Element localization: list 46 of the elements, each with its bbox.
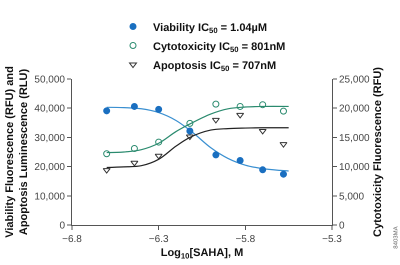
point (258, 128, 267, 134)
y2-tick-label: 10,000 (339, 162, 370, 174)
y-tick-label: 30,000 (34, 132, 66, 144)
point (155, 106, 162, 113)
y2-tick-label: 15,000 (339, 132, 370, 144)
x-tick-label: −6.8 (62, 234, 82, 245)
y-tick-label: 0 (59, 220, 66, 232)
point (280, 170, 287, 178)
point (212, 100, 220, 108)
point (236, 156, 244, 164)
point (186, 120, 194, 127)
point (186, 127, 194, 134)
point (130, 145, 138, 152)
point (212, 118, 220, 124)
y-axis-title: Viability Fluorescence (RFU) and Apoptosis Luminescence (RLU) (4, 66, 30, 238)
point (236, 112, 244, 118)
x-axis-title: Log$_{10}$[SAHA], M (160, 247, 244, 261)
point (154, 154, 163, 160)
y-tick-label: 40,000 (34, 104, 66, 115)
y2-tick-label: 20,000 (339, 104, 370, 115)
point (186, 134, 194, 140)
point (102, 168, 111, 174)
y2-axis-title: Cytotoxicity Fluorescence (RFU) (372, 66, 384, 237)
point (103, 150, 110, 158)
point (280, 108, 287, 115)
point (130, 160, 138, 166)
point (103, 107, 110, 114)
x-tick-label: −6.3 (148, 234, 169, 245)
point (155, 138, 162, 146)
point (212, 151, 220, 158)
point (259, 166, 266, 174)
legend-label: Apoptosis IC$_{50}$ = 707nM (153, 60, 276, 74)
legend-label: Cytotoxicity IC$_{50}$ = 801nM (153, 40, 286, 54)
y-tick-label: 50,000 (34, 74, 66, 86)
y2-tick-label: 0 (339, 220, 345, 232)
point (236, 102, 244, 110)
x-tick-label: −5.8 (235, 234, 256, 245)
y-tick-label: 10,000 (34, 191, 66, 202)
legend-label: Viability IC$_{50}$ = 1.04µM (153, 22, 268, 36)
x-tick-label: −5.3 (322, 234, 342, 245)
point (130, 102, 138, 110)
y2-tick-label: 5,000 (339, 191, 364, 202)
point (259, 101, 266, 108)
y-tick-label: 20,000 (34, 162, 66, 174)
point (280, 142, 288, 148)
y2-tick-label: 25,000 (339, 74, 370, 86)
